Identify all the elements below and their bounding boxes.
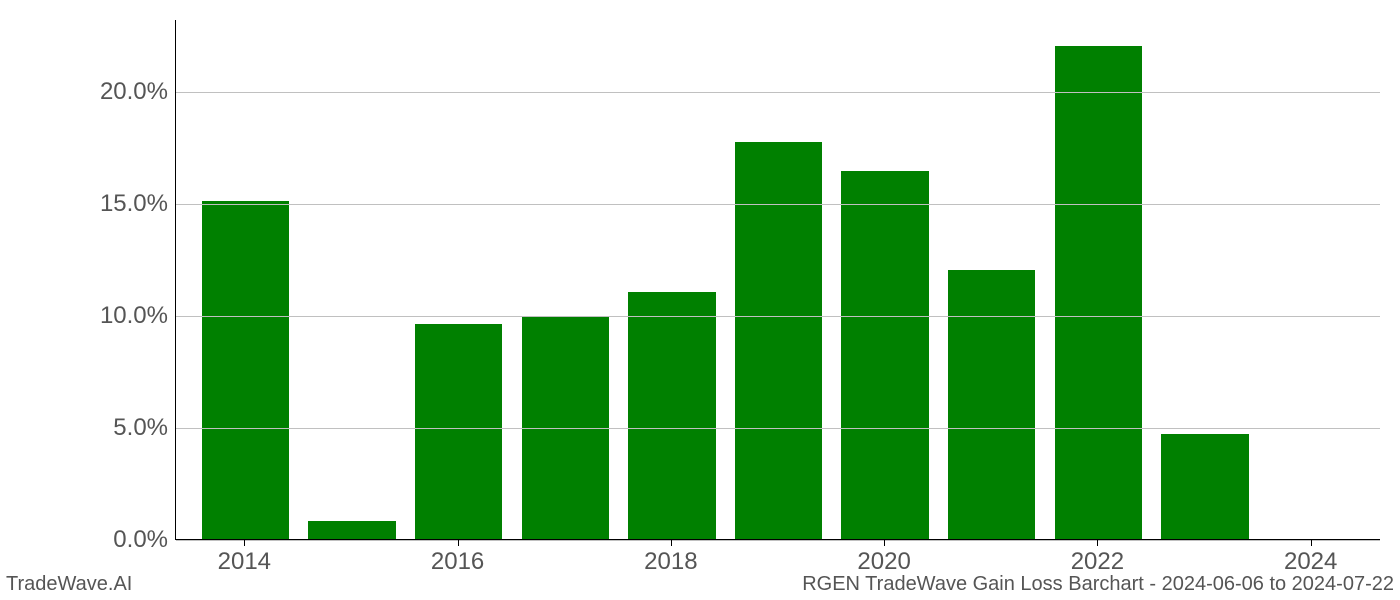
ytick-label: 20.0% [100,78,168,106]
xtick-label: 2018 [644,548,697,576]
chart-plot-area [175,20,1380,540]
bar [948,270,1035,539]
chart-bars-layer [176,20,1380,539]
ytick-label: 5.0% [113,414,168,442]
footer-left-label: TradeWave.AI [6,573,132,596]
bar [415,324,502,539]
gridline [176,92,1380,93]
ytick-label: 10.0% [100,302,168,330]
bar [202,201,289,539]
xtick-mark [244,540,245,546]
xtick-mark [1311,540,1312,546]
bar [1055,46,1142,539]
gridline [176,204,1380,205]
bar [735,142,822,539]
bar [308,521,395,539]
xtick-label: 2014 [218,548,271,576]
xtick-mark [671,540,672,546]
xtick-label: 2024 [1284,548,1337,576]
xtick-label: 2020 [857,548,910,576]
ytick-label: 0.0% [113,526,168,554]
xtick-mark [458,540,459,546]
xtick-label: 2022 [1071,548,1124,576]
gridline [176,316,1380,317]
ytick-label: 15.0% [100,190,168,218]
gridline [176,428,1380,429]
bar [1161,434,1248,539]
xtick-label: 2016 [431,548,484,576]
bar [628,292,715,539]
bar [841,171,928,539]
gridline [176,540,1380,541]
footer-right-label: RGEN TradeWave Gain Loss Barchart - 2024… [802,573,1394,596]
xtick-mark [1097,540,1098,546]
xtick-mark [884,540,885,546]
